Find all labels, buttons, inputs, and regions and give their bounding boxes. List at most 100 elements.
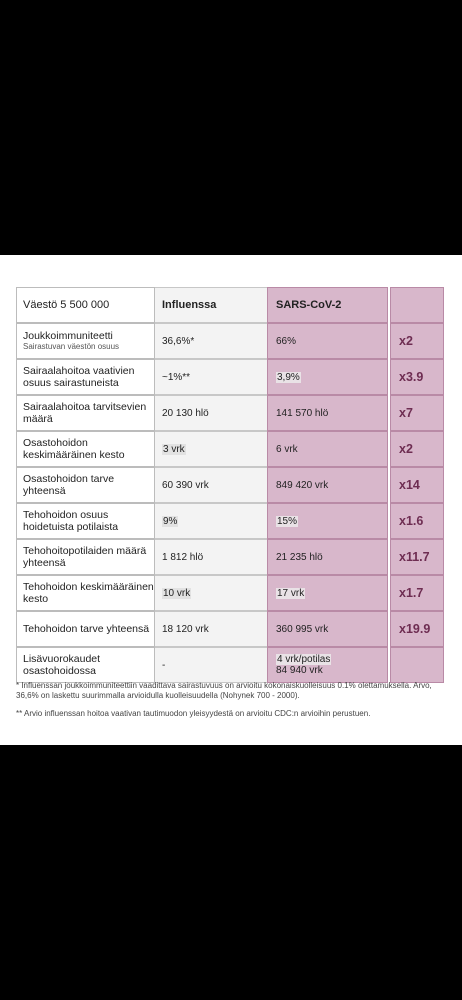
- row-label: Sairaalahoitoa vaativien osuus sairastun…: [23, 365, 135, 389]
- row-label-cell: Lisävuorokaudet osastohoidossa: [16, 647, 155, 683]
- comparison-table: Väestö 5 500 000 Influenssa SARS-CoV-2 J…: [16, 287, 444, 933]
- multiplier-cell: x14: [390, 467, 444, 503]
- sars-value: 66%: [276, 335, 297, 347]
- row-label: Tehohoidon tarve yhteensä: [23, 623, 150, 635]
- header-sars-cell: SARS-CoV-2: [267, 287, 388, 323]
- multiplier-value: x1.6: [399, 514, 424, 528]
- table-row: Tehohoidon tarve yhteensä 18 120 vrk 360…: [16, 611, 444, 647]
- influenza-cell: 9%: [155, 503, 267, 539]
- influenza-value: 20 130 hlö: [162, 407, 209, 419]
- multiplier-cell: x1.6: [390, 503, 444, 539]
- table-row: Osastohoidon keskimääräinen kesto 3 vrk …: [16, 431, 444, 467]
- row-label: Tehohoidon osuus hoidetuista potilaista: [23, 509, 119, 533]
- influenza-cell: -: [155, 647, 267, 683]
- row-label-cell: Sairaalahoitoa vaativien osuus sairastun…: [16, 359, 155, 395]
- row-label-cell: Tehohoidon keskimääräinen kesto: [16, 575, 155, 611]
- footnote-2: ** Arvio influenssan hoitoa vaativan tau…: [16, 709, 371, 718]
- influenza-value: -: [162, 659, 166, 671]
- sars-cell: 66%: [267, 323, 388, 359]
- header-multiplier-cell: [390, 287, 444, 323]
- influenza-value: 10 vrk: [162, 587, 192, 599]
- sars-value: 15%: [276, 515, 299, 527]
- influenza-value: 18 120 vrk: [162, 623, 209, 635]
- influenza-value: 3 vrk: [162, 443, 186, 455]
- table-row: Tehohoidon osuus hoidetuista potilaista …: [16, 503, 444, 539]
- sars-cell: 21 235 hlö: [267, 539, 388, 575]
- influenza-cell: 60 390 vrk: [155, 467, 267, 503]
- sars-value: 21 235 hlö: [276, 551, 323, 563]
- footnotes: * Influenssan joukkoimmuniteettiin vaadi…: [16, 681, 446, 719]
- multiplier-cell: x1.7: [390, 575, 444, 611]
- sars-value: 17 vrk: [276, 587, 306, 599]
- multiplier-cell: x2: [390, 323, 444, 359]
- table-row: Lisävuorokaudet osastohoidossa - 4 vrk/p…: [16, 647, 444, 683]
- multiplier-cell: x7: [390, 395, 444, 431]
- influenza-cell: 3 vrk: [155, 431, 267, 467]
- influenza-cell: ~1%**: [155, 359, 267, 395]
- row-label-cell: Tehohoidon osuus hoidetuista potilaista: [16, 503, 155, 539]
- influenza-value: 9%: [162, 515, 179, 527]
- table-row: Sairaalahoitoa tarvitsevien määrä 20 130…: [16, 395, 444, 431]
- influenza-value: 1 812 hlö: [162, 551, 204, 563]
- row-label-cell: Osastohoidon tarve yhteensä: [16, 467, 155, 503]
- sars-cell: 3,9%: [267, 359, 388, 395]
- row-label-cell: Tehohoitopotilaiden määrä yhteensä: [16, 539, 155, 575]
- row-sublabel: Sairastuvan väestön osuus: [23, 342, 120, 351]
- header-sars: SARS-CoV-2: [276, 299, 342, 311]
- multiplier-cell: [390, 647, 444, 683]
- sars-cell: 360 995 vrk: [267, 611, 388, 647]
- multiplier-value: x1.7: [399, 586, 424, 600]
- sars-cell: 4 vrk/potilas 84 940 vrk: [267, 647, 388, 683]
- row-label: Osastohoidon keskimääräinen kesto: [23, 437, 125, 461]
- header-influenza: Influenssa: [162, 299, 217, 311]
- row-label-cell: Sairaalahoitoa tarvitsevien määrä: [16, 395, 155, 431]
- table-row: Sairaalahoitoa vaativien osuus sairastun…: [16, 359, 444, 395]
- row-label: Tehohoitopotilaiden määrä yhteensä: [23, 545, 147, 569]
- influenza-cell: 20 130 hlö: [155, 395, 267, 431]
- row-label: Joukkoimmuniteetti: [23, 330, 113, 342]
- footnote-1: * Influenssan joukkoimmuniteettiin vaadi…: [16, 681, 432, 700]
- influenza-cell: 36,6%*: [155, 323, 267, 359]
- sars-value: 360 995 vrk: [276, 623, 329, 635]
- multiplier-value: x7: [399, 406, 413, 420]
- multiplier-cell: x19.9: [390, 611, 444, 647]
- table-row: Tehohoitopotilaiden määrä yhteensä 1 812…: [16, 539, 444, 575]
- row-label: Lisävuorokaudet osastohoidossa: [23, 653, 101, 677]
- row-label: Sairaalahoitoa tarvitsevien määrä: [23, 401, 147, 425]
- influenza-cell: 18 120 vrk: [155, 611, 267, 647]
- influenza-cell: 10 vrk: [155, 575, 267, 611]
- row-label-cell: Tehohoidon tarve yhteensä: [16, 611, 155, 647]
- sars-cell: 15%: [267, 503, 388, 539]
- row-label-cell: Osastohoidon keskimääräinen kesto: [16, 431, 155, 467]
- multiplier-value: x11.7: [399, 550, 430, 564]
- row-label: Osastohoidon tarve yhteensä: [23, 473, 115, 497]
- sars-cell: 849 420 vrk: [267, 467, 388, 503]
- sars-cell: 6 vrk: [267, 431, 388, 467]
- sars-cell: 141 570 hlö: [267, 395, 388, 431]
- row-label: Tehohoidon keskimääräinen kesto: [23, 581, 154, 605]
- multiplier-cell: x2: [390, 431, 444, 467]
- sars-cell: 17 vrk: [267, 575, 388, 611]
- multiplier-value: x14: [399, 478, 420, 492]
- comparison-card: Väestö 5 500 000 Influenssa SARS-CoV-2 J…: [0, 255, 462, 745]
- table-row: Tehohoidon keskimääräinen kesto 10 vrk 1…: [16, 575, 444, 611]
- influenza-value: 60 390 vrk: [162, 479, 209, 491]
- multiplier-cell: x3.9: [390, 359, 444, 395]
- sars-value: 141 570 hlö: [276, 407, 329, 419]
- multiplier-value: x2: [399, 334, 413, 348]
- population-cell: Väestö 5 500 000: [16, 287, 155, 323]
- population-label: Väestö 5 500 000: [23, 299, 110, 311]
- multiplier-value: x19.9: [399, 622, 431, 636]
- header-influenza-cell: Influenssa: [155, 287, 267, 323]
- multiplier-value: x3.9: [399, 370, 424, 384]
- table-header-row: Väestö 5 500 000 Influenssa SARS-CoV-2: [16, 287, 444, 323]
- influenza-cell: 1 812 hlö: [155, 539, 267, 575]
- sars-value: 4 vrk/potilas: [276, 654, 332, 665]
- sars-value: 3,9%: [276, 371, 301, 383]
- multiplier-cell: x11.7: [390, 539, 444, 575]
- row-label-cell: Joukkoimmuniteetti Sairastuvan väestön os…: [16, 323, 155, 359]
- influenza-value: ~1%**: [162, 371, 191, 383]
- sars-value-2: 84 940 vrk: [276, 665, 323, 676]
- sars-value: 849 420 vrk: [276, 479, 329, 491]
- table-row: Osastohoidon tarve yhteensä 60 390 vrk 8…: [16, 467, 444, 503]
